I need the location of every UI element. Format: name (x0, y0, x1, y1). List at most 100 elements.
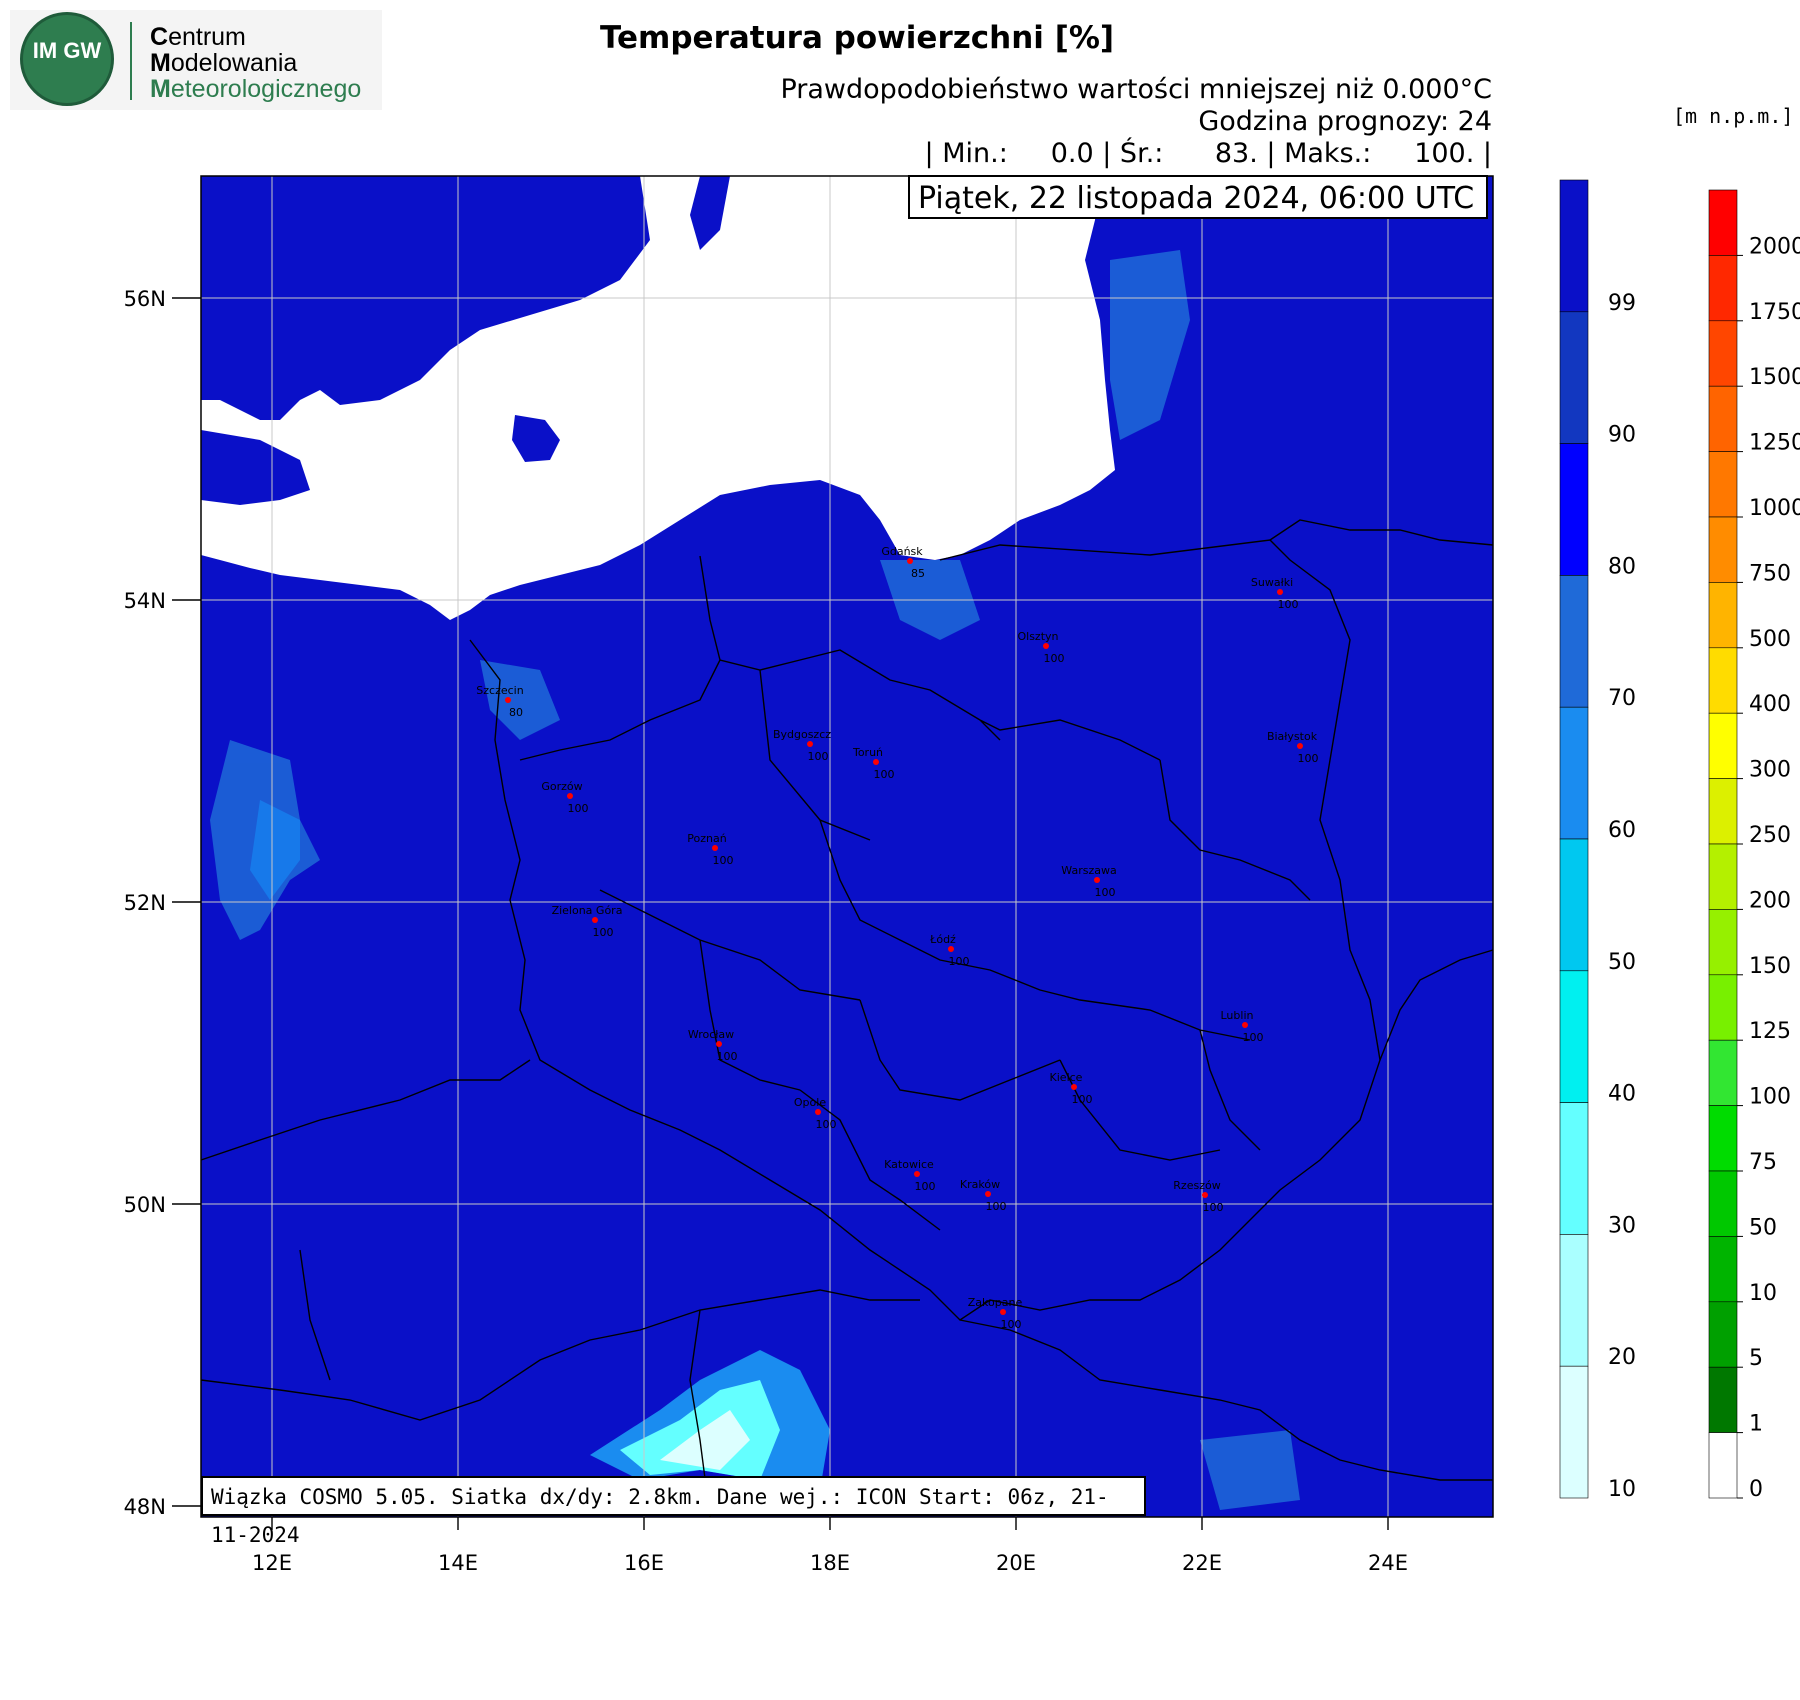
city-value: 100 (808, 750, 829, 763)
elev-color-seg (1708, 385, 1738, 452)
elev-color-seg (1708, 1432, 1738, 1499)
poland-outline (469, 539, 1381, 1321)
elev-color-seg (1708, 255, 1738, 322)
map-frame (200, 175, 1494, 1518)
city-value: 100 (1095, 886, 1116, 899)
lon-tick-label: 22E (1182, 1551, 1222, 1575)
prob-color-seg (1559, 443, 1589, 576)
forecast-hour: Godzina prognozy: 24 (1198, 106, 1492, 137)
borders (200, 519, 1494, 1518)
city-value: 100 (915, 1180, 936, 1193)
emblem-text: IM GW (32, 38, 102, 63)
city-value: 85 (911, 567, 925, 580)
city-dot (1000, 1309, 1006, 1315)
city-dot (1277, 589, 1283, 595)
city-dot (1071, 1084, 1077, 1090)
elev-color-seg (1708, 1301, 1738, 1368)
logo-line-2: Modelowania (150, 49, 298, 77)
elev-color-seg (1708, 712, 1738, 779)
prob-color-seg (1559, 1102, 1589, 1235)
city-value: 100 (1044, 652, 1065, 665)
lon-tick-label: 16E (624, 1551, 664, 1575)
city-value: 100 (1243, 1031, 1264, 1044)
city-value: 100 (568, 802, 589, 815)
elev-tick-label: 150 (1749, 954, 1791, 979)
city-dot (807, 741, 813, 747)
prob-color-seg (1559, 1234, 1589, 1367)
elev-tick-label: 1 (1749, 1412, 1763, 1437)
city-value: 100 (1203, 1201, 1224, 1214)
city-name: Gorzów (541, 780, 582, 793)
voivodeship-lines (519, 555, 1311, 1231)
city-name: Kraków (960, 1178, 1000, 1191)
elev-tick-label: 200 (1749, 888, 1791, 913)
elev-color-seg (1708, 189, 1738, 256)
elev-color-seg (1708, 647, 1738, 714)
prob-color-seg (1559, 838, 1589, 972)
graticule (201, 176, 1493, 1517)
city-name: Warszawa (1061, 864, 1116, 877)
city-value: 100 (949, 955, 970, 968)
city-dot (985, 1191, 991, 1197)
city-name: Olsztyn (1017, 630, 1058, 643)
city-dot (914, 1171, 920, 1177)
lat-tick-label: 50N (124, 1193, 166, 1217)
elev-tick-label: 5 (1749, 1346, 1763, 1371)
city-name: Kielce (1050, 1071, 1083, 1084)
forecast-date-box: Piątek, 22 listopada 2024, 06:00 UTC (908, 175, 1488, 219)
prob-tick-label: 70 (1608, 686, 1636, 711)
elev-color-seg (1708, 320, 1738, 387)
elev-color-seg (1708, 909, 1738, 976)
city-name: Rzeszów (1173, 1179, 1220, 1192)
elev-color-seg (1708, 1236, 1738, 1303)
lon-tick-label: 20E (996, 1551, 1036, 1575)
prob-tick-label: 99 (1608, 291, 1636, 316)
prob-tick-label: 20 (1608, 1345, 1636, 1370)
prob-color-seg (1559, 1365, 1589, 1499)
city-dot (712, 845, 718, 851)
elev-tick-label: 2000 (1749, 234, 1800, 259)
prob-tick-label: 40 (1608, 1082, 1636, 1107)
elev-tick-label: 50 (1749, 1215, 1777, 1240)
lon-tick-labels: 12E 14E 16E 18E 20E 22E 24E (252, 1517, 1408, 1575)
lat-tick-label: 48N (124, 1495, 166, 1519)
elev-tick-label: 125 (1749, 1019, 1791, 1044)
elev-tick-label: 300 (1749, 758, 1791, 783)
map-subtitle: Prawdopodobieństwo wartości mniejszej ni… (780, 74, 1492, 105)
unit-label: [m n.p.m.] (1673, 104, 1794, 128)
city-value: 100 (713, 854, 734, 867)
city-dot (716, 1041, 722, 1047)
city-value: 100 (717, 1050, 738, 1063)
logo-divider (130, 22, 132, 100)
city-name: Białystok (1267, 730, 1318, 743)
elev-tick-label: 250 (1749, 823, 1791, 848)
city-dot (948, 946, 954, 952)
city-name: Poznań (687, 832, 726, 845)
city-value: 100 (1072, 1093, 1093, 1106)
prob-tick-label: 90 (1608, 423, 1636, 448)
elev-tick-label: 1750 (1749, 300, 1800, 325)
lat-tick-label: 54N (124, 589, 166, 613)
city-dot (1242, 1022, 1248, 1028)
city-value: 100 (1298, 752, 1319, 765)
city-value: 80 (509, 706, 523, 719)
city-value: 100 (1278, 598, 1299, 611)
city-value: 100 (593, 926, 614, 939)
model-info-box: Wiązka COSMO 5.05. Siatka dx/dy: 2.8km. … (201, 1476, 1146, 1547)
city-dot (815, 1109, 821, 1115)
prob-color-seg (1559, 706, 1589, 840)
prob-color-seg (1559, 179, 1589, 313)
prob-color-seg (1559, 311, 1589, 444)
city-name: Zakopane (968, 1296, 1023, 1309)
elev-color-seg (1708, 1366, 1738, 1433)
city-dot (1202, 1192, 1208, 1198)
elev-tick-label: 1500 (1749, 365, 1800, 390)
map-title: Temperatura powierzchni [%] (600, 20, 1115, 56)
city-value: 100 (816, 1118, 837, 1131)
city-markers: Gdańsk 85 Suwałki 100 Olsztyn 100 Szczecin 80 By… (476, 545, 1318, 1331)
city-dot (567, 793, 573, 799)
city-value: 100 (986, 1200, 1007, 1213)
